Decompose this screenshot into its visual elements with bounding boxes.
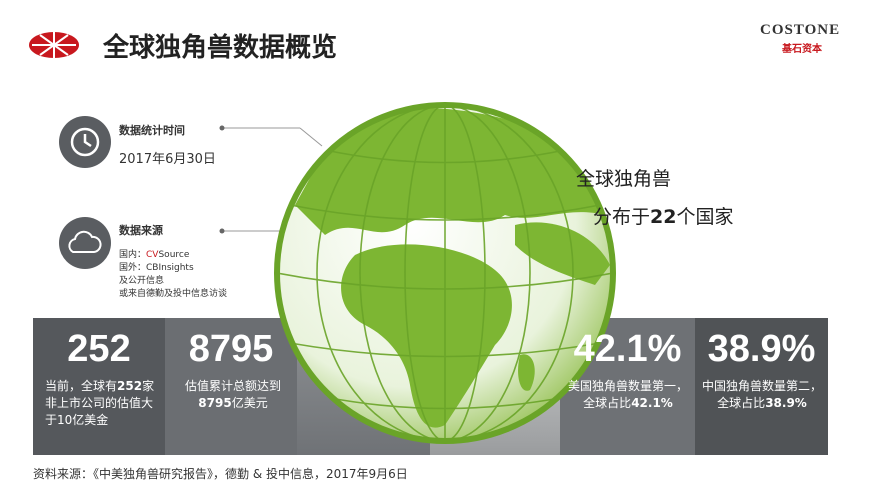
stat-desc: 美国独角兽数量第一，全球占比42.1% xyxy=(566,378,690,412)
title: 全球独角兽数据概览 xyxy=(103,33,338,63)
info-line: 国内：CVSource xyxy=(119,249,227,262)
info-line-part: CV xyxy=(146,250,159,260)
brand-logo: COSTONE xyxy=(760,22,841,38)
stat-value: 38.9% xyxy=(707,328,816,370)
stat-desc-part: 8795 xyxy=(198,396,232,410)
globe-text: 全球独角兽 xyxy=(576,168,672,190)
globe-text-part: 22 xyxy=(650,206,677,228)
stat-box xyxy=(33,318,165,455)
stat-desc-part: 当前，全球有 xyxy=(45,379,118,393)
stat-box xyxy=(695,318,828,455)
globe-text: 分布于22个国家 xyxy=(593,202,733,229)
footer-source: 资料来源：《中美独角兽研究报告》，德勤 & 投中信息，2017年9月6日 xyxy=(33,467,408,481)
info-line: 2017年6月30日 xyxy=(119,152,216,167)
globe-text-part: 个国家 xyxy=(676,206,734,228)
info-lines: 国内：CVSource 国外：CBInsights 及公开信息 或来自德勤及投中… xyxy=(119,249,227,301)
stat-desc-part: 38.9% xyxy=(765,396,807,410)
info-icons xyxy=(59,116,323,269)
stat-desc-part: 美国独角兽数量第一，全球占比 xyxy=(567,379,688,410)
globe-text-part: 分布于 xyxy=(593,206,651,228)
stat-value: 8795 xyxy=(188,328,274,370)
info-line: 及公开信息 xyxy=(119,276,165,286)
globe xyxy=(274,102,616,444)
stat-value: 42.1% xyxy=(573,328,682,370)
stat-value: 252 xyxy=(67,328,131,370)
info-line: 或来自德勤及投中信息访谈 xyxy=(119,289,228,299)
stat-desc-part: 42.1% xyxy=(631,396,673,410)
info-title: 数据来源 xyxy=(119,224,163,237)
stat-desc-part: 252 xyxy=(117,379,143,393)
stat-desc-part: 估值累计总额达到 xyxy=(184,379,281,393)
info-line-part: Source xyxy=(158,250,190,260)
brand-sub: 基石资本 xyxy=(782,44,822,55)
info-title: 数据统计时间 xyxy=(119,124,185,137)
stat-desc: 中国独角兽数量第二，全球占比38.9% xyxy=(700,378,824,412)
stat-box xyxy=(165,318,297,455)
info-line: 国外：CBInsights xyxy=(119,263,194,273)
info-line-part: 国内： xyxy=(119,250,147,260)
logo-icon xyxy=(29,32,79,58)
stat-desc: 估值累计总额达到 8795亿美元 xyxy=(178,378,288,412)
stat-desc-part: 家非上市公司的估值大于10亿美金 xyxy=(45,379,155,427)
stat-desc: 当前，全球有252家非上市公司的估值大于10亿美金 xyxy=(45,378,160,429)
stat-desc-part: 中国独角兽数量第二，全球占比 xyxy=(701,379,822,410)
stat-desc-part: 亿美元 xyxy=(231,396,268,410)
